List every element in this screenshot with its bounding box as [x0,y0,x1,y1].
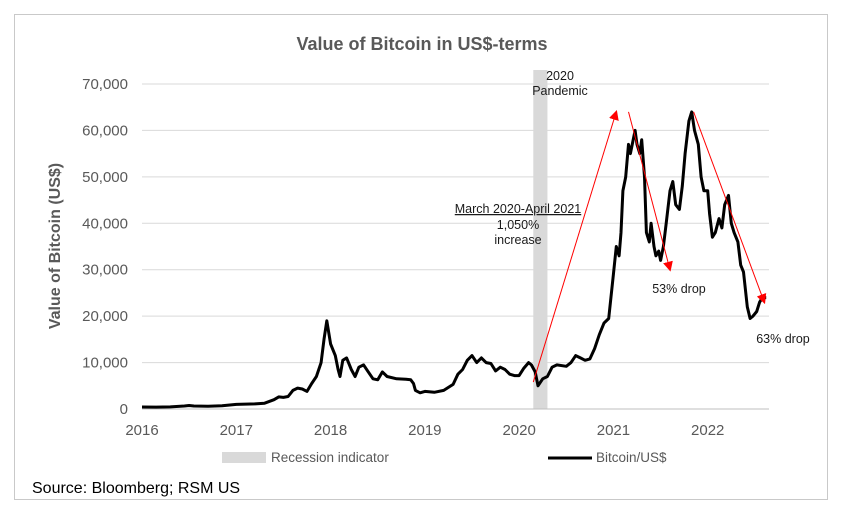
recession-band [533,70,548,409]
x-tick-label: 2020 [502,422,535,439]
y-tick-label: 70,000 [82,76,128,93]
x-tick-label: 2018 [314,422,347,439]
chart-title: Value of Bitcoin in US$-terms [296,34,547,54]
increase-annotation-word: increase [494,233,541,247]
gridlines [142,83,769,364]
y-tick-label: 0 [120,401,128,418]
recession-bands [533,70,548,409]
y-tick-label: 20,000 [82,308,128,325]
y-tick-label: 40,000 [82,215,128,232]
y-tick-label: 50,000 [82,169,128,186]
drop-annotation-53: 53% drop [652,282,706,296]
bitcoin-price-line [141,110,767,409]
x-tick-label: 2019 [408,422,441,439]
series-layer [141,110,767,409]
y-tick-label: 60,000 [82,122,128,139]
trend-arrows [532,109,767,383]
trend-arrow [693,111,767,305]
x-tick-label: 2017 [220,422,253,439]
legend-recession-label: Recession indicator [271,450,389,465]
pandemic-annotation-label: Pandemic [532,84,588,98]
x-tick-label: 2016 [125,422,158,439]
increase-annotation-period: March 2020-April 2021 [455,202,582,216]
drop-annotation-63: 63% drop [756,332,810,346]
x-tick-label: 2021 [597,422,630,439]
y-tick-labels: 0 10,000 20,000 30,000 40,000 50,000 60,000 70,… [82,76,128,418]
source-note: Source: Bloomberg; RSM US [32,480,241,497]
x-tick-label: 2022 [691,422,724,439]
y-axis-label: Value of Bitcoin (US$) [47,163,64,329]
y-tick-label: 10,000 [82,355,128,372]
legend-recession-swatch [222,452,266,463]
x-tick-labels: 2016 2017 2018 2019 2020 2021 2022 [125,422,724,439]
y-tick-label: 30,000 [82,262,128,279]
trend-arrow [628,111,673,272]
chart-frame [14,14,828,500]
legend-bitcoin-label: Bitcoin/US$ [596,450,667,465]
pandemic-annotation-year: 2020 [546,69,574,83]
increase-annotation-percent: 1,050% [497,218,539,232]
trend-arrow [532,109,619,383]
